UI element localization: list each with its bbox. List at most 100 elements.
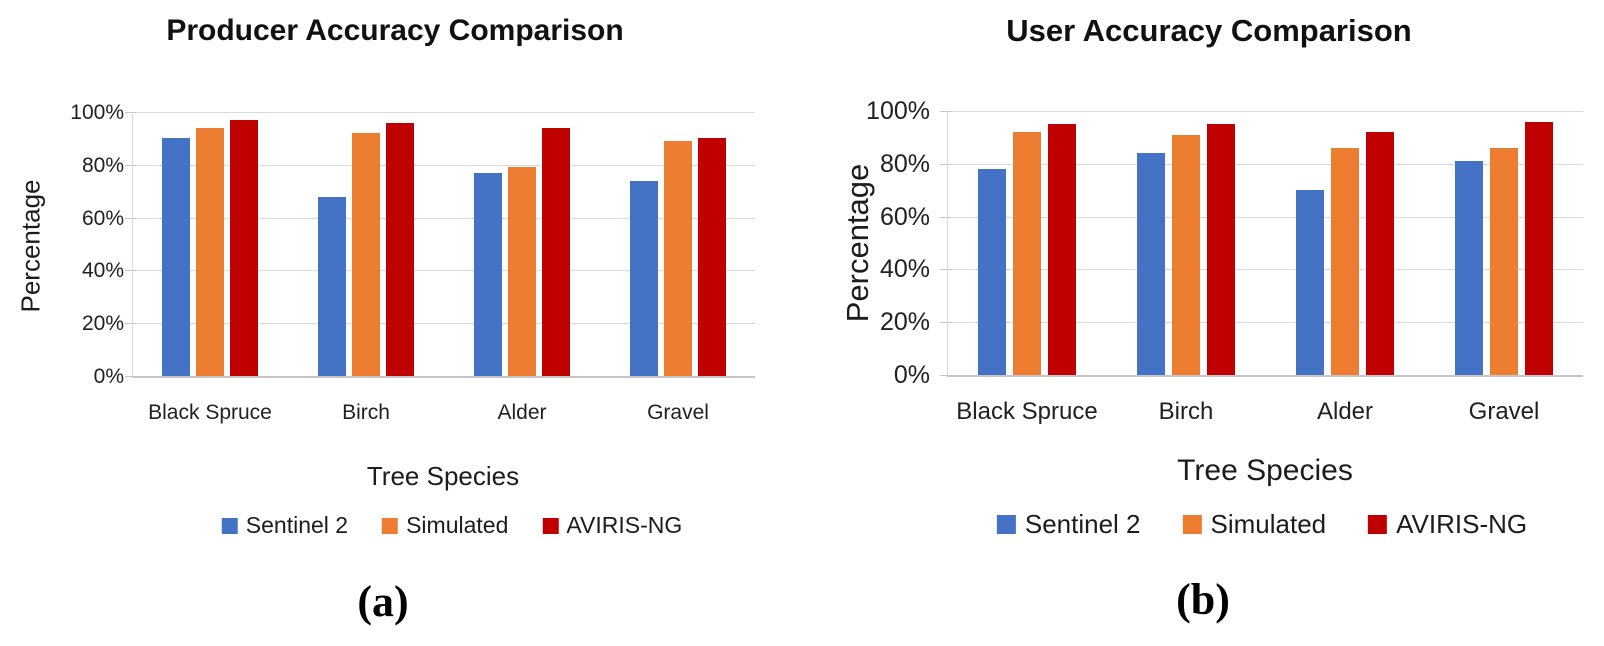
bar-simulated-gravel [664,141,692,376]
panel-label-a: (a) [357,577,409,626]
tick-mark [125,164,136,166]
y-axis-title: Percentage [840,163,875,323]
tick-mark [940,111,951,112]
bar-simulated-gravel [1490,148,1518,375]
bar-sentinel-2-gravel [1455,161,1483,375]
bar-sentinel-2-gravel [630,180,658,376]
gridline [132,323,755,325]
tick-mark [940,269,951,271]
chart-title: User Accuracy Comparison [1006,13,1412,48]
gridline [947,269,1583,271]
tick-mark [125,376,136,377]
bar-simulated-alder [1331,148,1359,375]
legend-swatch-aviris-ng [1368,514,1388,534]
y-axis-title: Percentage [15,179,46,313]
x-axis-title: Tree Species [366,461,520,491]
bar-simulated-black-spruce [1013,132,1041,375]
panel-label-b: (b) [1176,575,1230,624]
legend-label: AVIRIS-NG [566,512,683,538]
legend-item-sentinel-2: Sentinel 2 [996,509,1141,539]
gridline [132,270,755,272]
tick-mark [940,375,951,376]
bar-aviris-ng-birch [386,122,414,376]
legend-swatch-simulated [382,517,399,534]
tick-mark [125,217,136,219]
tick-mark [125,112,136,113]
category-label-birch: Birch [342,401,390,424]
y-tick-label: 100% [866,97,930,125]
category-label-birch: Birch [1158,398,1214,425]
bar-simulated-alder [508,167,536,376]
legend-item-aviris-ng: AVIRIS-NG [542,514,682,537]
y-axis-line [132,112,133,376]
y-axis-line [947,111,948,375]
chart-title: Producer Accuracy Comparison [166,14,624,47]
y-tick-label: 0% [893,361,930,389]
category-label-black-spruce: Black Spruce [956,398,1098,425]
y-tick-label: 80% [81,153,124,177]
bar-aviris-ng-gravel [1525,121,1553,375]
x-axis-line [947,375,1583,377]
bar-sentinel-2-birch [1137,153,1165,375]
tick-mark [940,216,951,218]
bar-simulated-black-spruce [196,127,224,376]
bar-simulated-birch [1172,134,1200,375]
category-label-alder: Alder [497,401,547,424]
y-tick-label: 60% [81,206,124,230]
y-tick-label: 20% [879,308,930,337]
bar-aviris-ng-alder [1366,132,1394,375]
legend-swatch-sentinel-2 [996,514,1016,534]
bar-sentinel-2-black-spruce [978,169,1006,375]
legend-swatch-simulated [1182,514,1202,534]
bar-sentinel-2-birch [318,196,346,376]
legend-swatch-sentinel-2 [221,517,238,534]
legend-label: Sentinel 2 [1024,509,1141,539]
legend-item-aviris-ng: AVIRIS-NG [1368,511,1527,537]
gridline [947,322,1583,324]
category-label-alder: Alder [1316,398,1374,425]
legend-swatch-aviris-ng [542,517,559,534]
legend-item-simulated: Simulated [1182,509,1327,539]
legend-item-sentinel-2: Sentinel 2 [221,512,349,538]
legend: Sentinel 2 Simulated AVIRIS-NG [996,509,1527,539]
legend-label: Simulated [406,512,509,538]
y-tick-label: 80% [879,149,930,178]
bar-sentinel-2-alder [474,172,502,376]
y-tick-label: 40% [879,255,930,284]
legend-label: Sentinel 2 [245,512,349,538]
bar-sentinel-2-alder [1296,190,1324,375]
gridline [947,216,1583,218]
bar-sentinel-2-black-spruce [162,138,190,376]
y-tick-label: 20% [81,312,124,336]
bar-aviris-ng-black-spruce [1048,124,1076,375]
legend: Sentinel 2 Simulated AVIRIS-NG [221,512,682,538]
bar-aviris-ng-birch [1207,124,1235,375]
gridline [947,111,1583,112]
x-axis-line [132,376,755,378]
y-tick-label: 60% [879,202,930,231]
category-label-gravel: Gravel [1468,398,1540,425]
gridline [132,112,755,113]
bar-aviris-ng-black-spruce [230,119,258,376]
category-label-gravel: Gravel [647,401,709,424]
tick-mark [940,322,951,324]
category-label-black-spruce: Black Spruce [148,401,272,424]
bar-aviris-ng-alder [542,127,570,376]
legend-label: AVIRIS-NG [1396,509,1528,539]
tick-mark [125,323,136,325]
gridline [947,163,1583,165]
gridline [132,217,755,219]
y-tick-label: 40% [81,259,124,283]
legend-item-simulated: Simulated [382,514,508,537]
x-axis-title: Tree Species [1177,454,1353,487]
legend-label: Simulated [1210,509,1327,539]
tick-mark [125,270,136,272]
bar-simulated-birch [352,133,380,376]
gridline [132,164,755,166]
bar-aviris-ng-gravel [698,138,726,376]
y-tick-label: 0% [93,364,124,388]
tick-mark [940,163,951,165]
